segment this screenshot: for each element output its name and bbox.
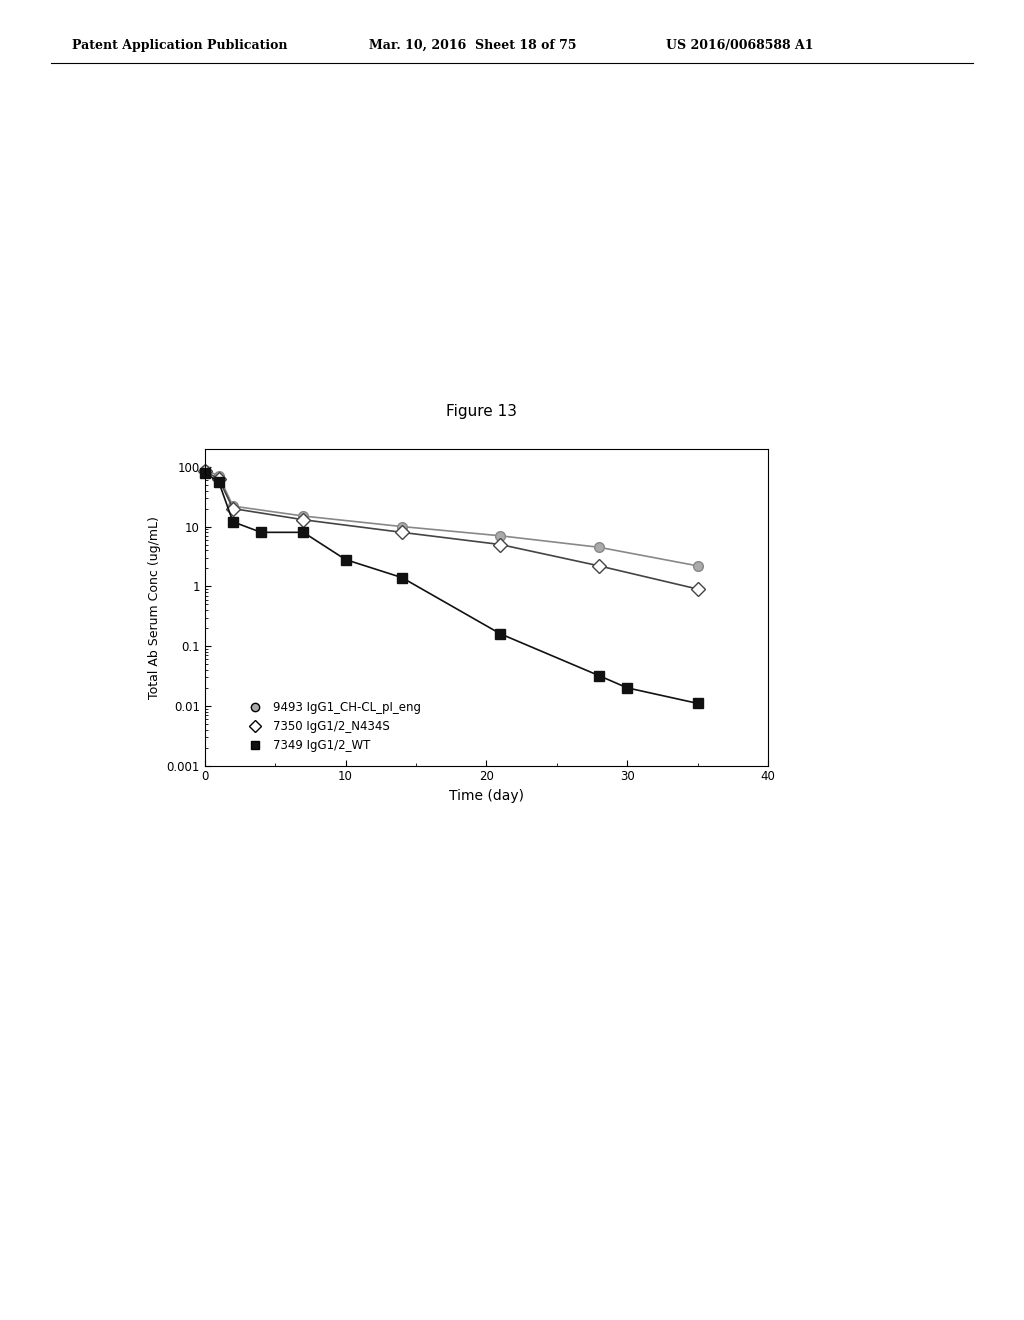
7350 IgG1/2_N434S bbox=[396, 524, 409, 540]
9493 IgG1_CH-CL_pI_eng bbox=[297, 508, 309, 524]
7350 IgG1/2_N434S bbox=[691, 581, 703, 597]
9493 IgG1_CH-CL_pI_eng bbox=[213, 469, 225, 484]
Text: Patent Application Publication: Patent Application Publication bbox=[72, 38, 287, 51]
Text: Mar. 10, 2016  Sheet 18 of 75: Mar. 10, 2016 Sheet 18 of 75 bbox=[369, 38, 577, 51]
7349 IgG1/2_WT bbox=[255, 524, 267, 540]
Y-axis label: Total Ab Serum Conc (ug/mL): Total Ab Serum Conc (ug/mL) bbox=[148, 516, 161, 698]
7349 IgG1/2_WT bbox=[227, 513, 240, 529]
9493 IgG1_CH-CL_pI_eng bbox=[593, 540, 605, 556]
X-axis label: Time (day): Time (day) bbox=[449, 789, 524, 803]
7349 IgG1/2_WT bbox=[199, 465, 211, 480]
7349 IgG1/2_WT bbox=[495, 626, 507, 642]
7349 IgG1/2_WT bbox=[621, 680, 633, 696]
7350 IgG1/2_N434S bbox=[495, 537, 507, 553]
9493 IgG1_CH-CL_pI_eng bbox=[495, 528, 507, 544]
Line: 9493 IgG1_CH-CL_pI_eng: 9493 IgG1_CH-CL_pI_eng bbox=[200, 465, 702, 570]
7350 IgG1/2_N434S bbox=[199, 463, 211, 479]
7349 IgG1/2_WT bbox=[396, 570, 409, 586]
7350 IgG1/2_N434S bbox=[227, 500, 240, 516]
7350 IgG1/2_N434S bbox=[213, 471, 225, 487]
9493 IgG1_CH-CL_pI_eng bbox=[691, 558, 703, 574]
Text: Figure 13: Figure 13 bbox=[445, 404, 517, 418]
9493 IgG1_CH-CL_pI_eng bbox=[199, 462, 211, 478]
7350 IgG1/2_N434S bbox=[297, 512, 309, 528]
7349 IgG1/2_WT bbox=[213, 474, 225, 490]
Text: US 2016/0068588 A1: US 2016/0068588 A1 bbox=[666, 38, 813, 51]
7350 IgG1/2_N434S bbox=[593, 558, 605, 574]
7349 IgG1/2_WT bbox=[297, 524, 309, 540]
Line: 7350 IgG1/2_N434S: 7350 IgG1/2_N434S bbox=[200, 466, 702, 594]
Legend: 9493 IgG1_CH-CL_pI_eng, 7350 IgG1/2_N434S, 7349 IgG1/2_WT: 9493 IgG1_CH-CL_pI_eng, 7350 IgG1/2_N434… bbox=[239, 696, 426, 756]
7349 IgG1/2_WT bbox=[340, 552, 352, 568]
7349 IgG1/2_WT bbox=[691, 696, 703, 711]
9493 IgG1_CH-CL_pI_eng bbox=[396, 519, 409, 535]
Line: 7349 IgG1/2_WT: 7349 IgG1/2_WT bbox=[200, 467, 702, 709]
9493 IgG1_CH-CL_pI_eng bbox=[227, 498, 240, 513]
7349 IgG1/2_WT bbox=[593, 668, 605, 684]
